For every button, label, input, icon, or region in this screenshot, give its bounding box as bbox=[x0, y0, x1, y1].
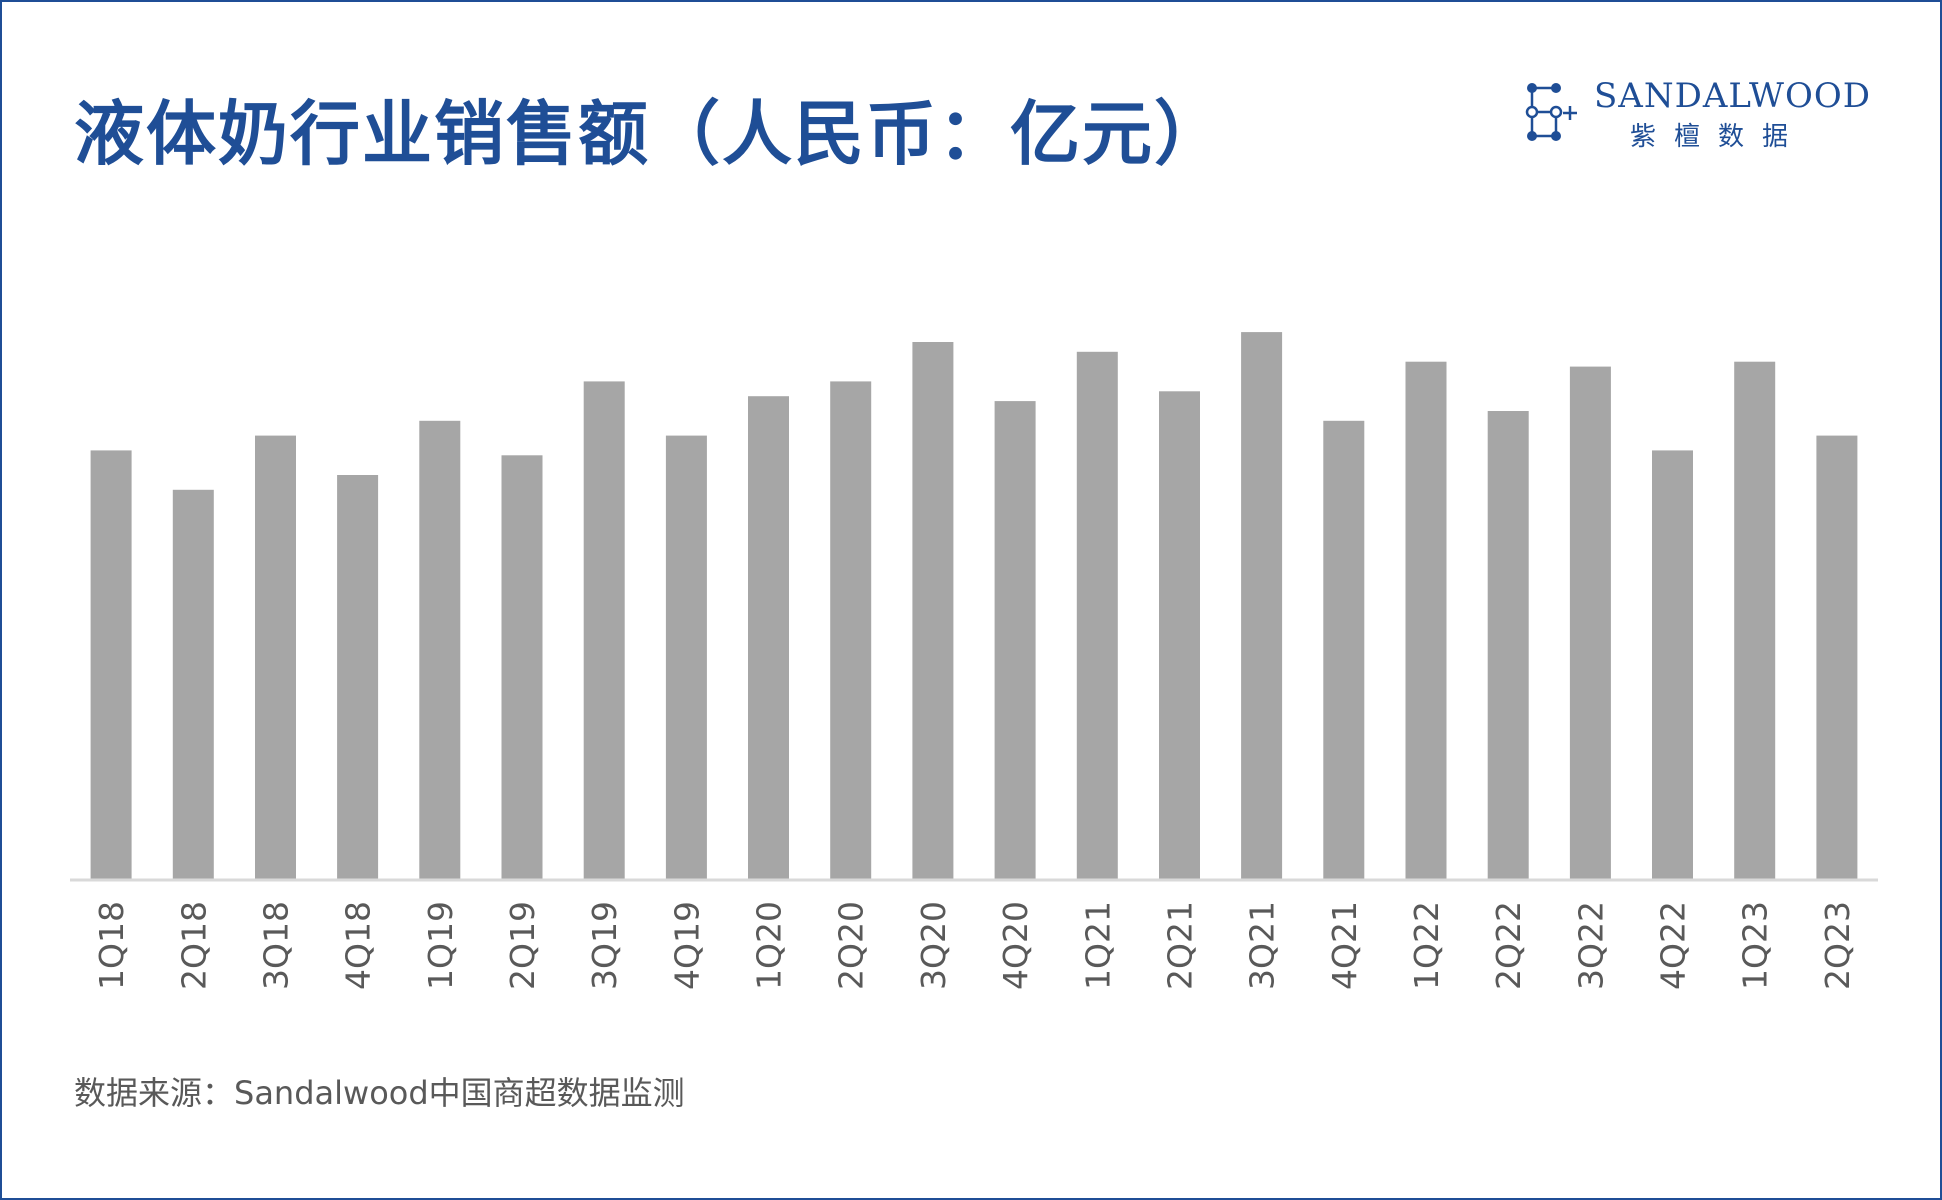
x-tick-label: 4Q22 bbox=[1654, 901, 1693, 990]
x-tick-label: 4Q19 bbox=[667, 901, 706, 990]
x-tick-label: 2Q22 bbox=[1489, 901, 1528, 990]
bar-1Q19 bbox=[419, 420, 461, 879]
x-tick-label: 1Q20 bbox=[750, 901, 789, 990]
bar-1Q23 bbox=[1734, 361, 1776, 879]
bar-2Q18 bbox=[172, 489, 214, 879]
bar-3Q19 bbox=[583, 381, 625, 879]
x-tick-label: 1Q19 bbox=[421, 901, 460, 990]
bar-1Q21 bbox=[1076, 351, 1118, 879]
x-tick-label: 2Q20 bbox=[832, 901, 871, 990]
bar-1Q20 bbox=[748, 396, 789, 879]
bar-3Q22 bbox=[1569, 366, 1611, 880]
x-tick-label: 1Q21 bbox=[1078, 901, 1117, 990]
x-tick-label: 3Q19 bbox=[585, 901, 624, 990]
bar-3Q18 bbox=[255, 435, 296, 879]
bar-4Q21 bbox=[1323, 420, 1365, 879]
x-tick-label: 2Q21 bbox=[1161, 901, 1200, 990]
x-tick-label: 4Q20 bbox=[996, 901, 1035, 990]
x-tick-label: 3Q18 bbox=[257, 901, 296, 990]
bar-2Q20 bbox=[830, 381, 872, 879]
bar-1Q18 bbox=[90, 450, 132, 879]
x-tick-label: 3Q21 bbox=[1243, 901, 1282, 990]
bar-4Q20 bbox=[994, 401, 1036, 879]
bar-4Q22 bbox=[1652, 450, 1693, 879]
x-tick-label: 2Q23 bbox=[1818, 901, 1857, 990]
x-tick-label: 3Q20 bbox=[914, 901, 953, 990]
sandalwood-logo: SANDALWOOD 紫檀数据 bbox=[1520, 76, 1870, 152]
logo-mark-icon bbox=[1525, 83, 1577, 141]
page-title: 液体奶行业销售额（人民币：亿元） bbox=[74, 93, 1226, 175]
x-tick-label: 1Q22 bbox=[1407, 901, 1446, 990]
logo-name-cn: 紫檀数据 bbox=[1630, 122, 1807, 152]
x-tick-label: 4Q21 bbox=[1325, 901, 1364, 990]
logo-name-en: SANDALWOOD bbox=[1594, 76, 1871, 116]
x-tick-label: 3Q22 bbox=[1571, 901, 1610, 990]
bar-3Q20 bbox=[912, 342, 954, 879]
data-source-note: 数据来源：Sandalwood中国商超数据监测 bbox=[74, 1074, 685, 1112]
x-tick-label: 2Q19 bbox=[503, 901, 542, 990]
bar-1Q22 bbox=[1405, 361, 1447, 879]
bar-2Q21 bbox=[1159, 391, 1200, 879]
bar-2Q23 bbox=[1816, 435, 1858, 879]
x-tick-label: 1Q23 bbox=[1736, 901, 1775, 990]
bar-3Q21 bbox=[1241, 332, 1283, 880]
bar-4Q19 bbox=[665, 435, 707, 879]
x-tick-label: 2Q18 bbox=[174, 901, 213, 990]
bar-4Q18 bbox=[337, 475, 379, 879]
bar-2Q22 bbox=[1487, 411, 1529, 879]
x-tick-label: 4Q18 bbox=[339, 901, 378, 990]
x-tick-label: 1Q18 bbox=[92, 901, 131, 990]
bar-2Q19 bbox=[501, 455, 543, 879]
